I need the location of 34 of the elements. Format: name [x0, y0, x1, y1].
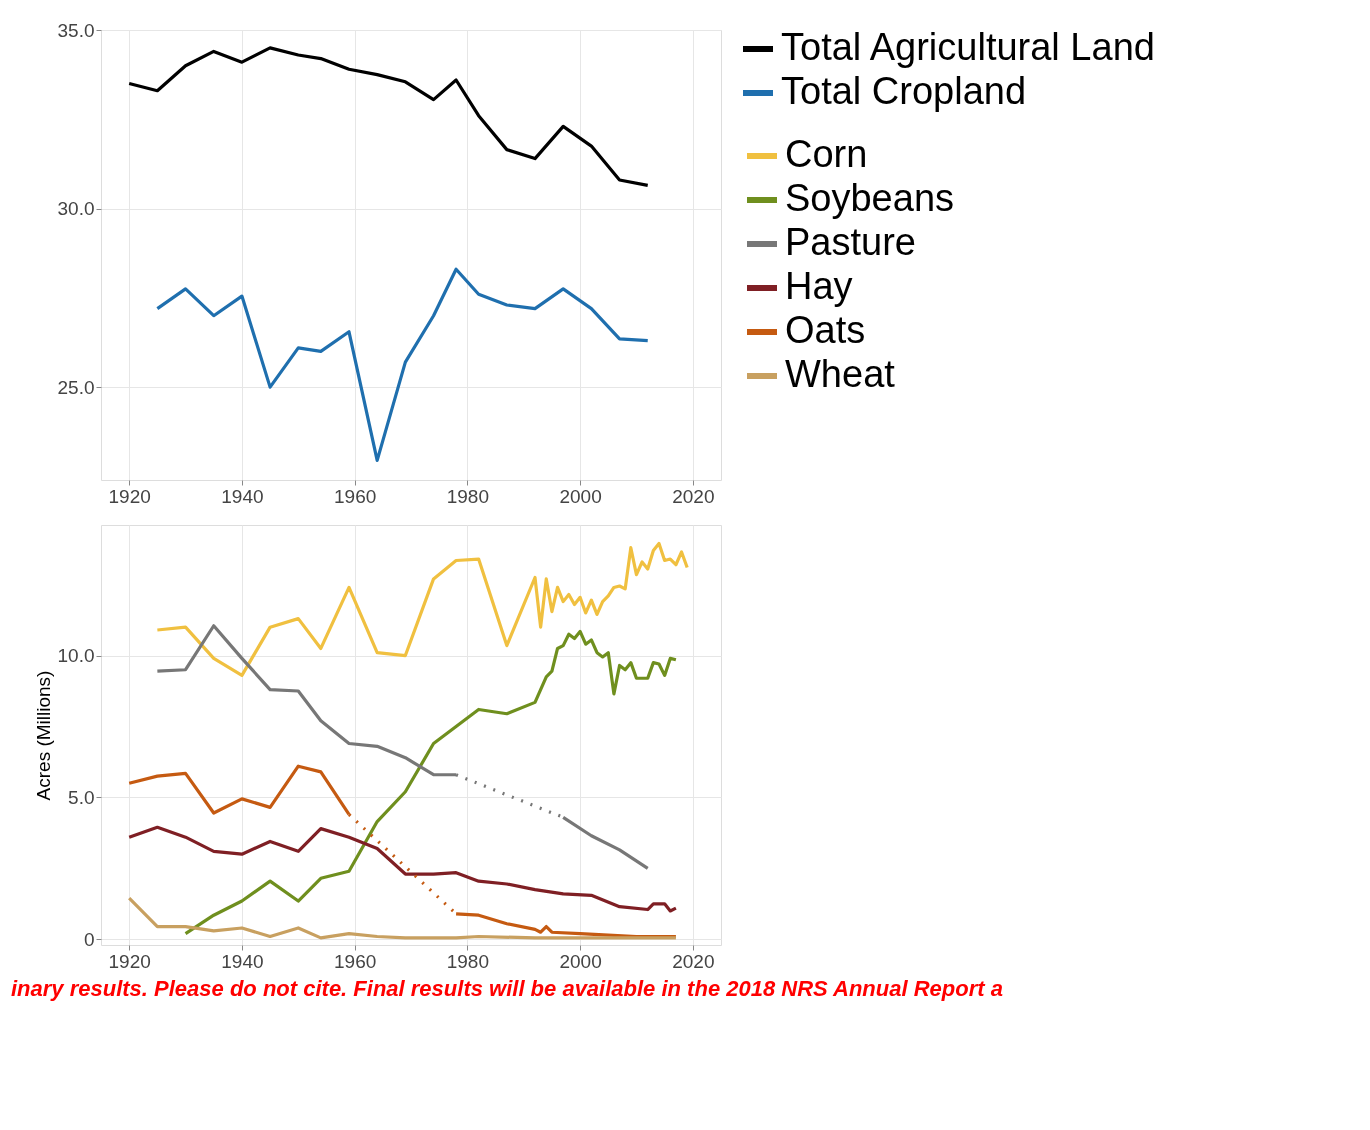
y-tick-label: 10.0	[57, 645, 95, 667]
legend-label: Wheat	[785, 353, 896, 395]
x-tick-label: 1980	[446, 485, 489, 507]
x-tick-label: 1960	[334, 950, 377, 972]
line-series	[155, 541, 689, 678]
x-tick-label: 2020	[672, 485, 715, 507]
legend-label: Oats	[785, 309, 866, 351]
x-tick-label: 1980	[446, 950, 489, 972]
y-tick-label: 30.0	[57, 198, 95, 220]
y-tick-label: 25.0	[57, 376, 95, 398]
legend-label: Pasture	[785, 221, 916, 263]
legend-label: Soybeans	[785, 177, 955, 219]
text: inary results. Please do not cite. Final results will be available in the 2018 NRS Annual Report a	[11, 976, 1003, 1001]
line-series	[127, 46, 650, 187]
line-series	[127, 896, 678, 940]
line-series	[155, 267, 650, 462]
line-series	[127, 825, 678, 913]
x-tick-label: 1960	[334, 485, 377, 507]
x-tick-label: 1920	[108, 950, 151, 972]
x-tick-label: 2000	[559, 485, 602, 507]
x-tick-label: 1940	[221, 950, 264, 972]
y-axis-title: Acres (Millions)	[32, 670, 54, 801]
legend-label: Corn	[785, 133, 868, 175]
x-tick-label: 1940	[221, 485, 264, 507]
y-tick-label: 35.0	[57, 19, 95, 41]
legend-label: Total Cropland	[781, 70, 1027, 112]
legend-label: Total Agricultural Land	[781, 26, 1155, 68]
x-tick-label: 1920	[108, 485, 151, 507]
y-tick-label: 0	[83, 928, 95, 950]
x-tick-label: 2000	[559, 950, 602, 972]
y-tick-label: 5.0	[68, 786, 95, 808]
legend-label: Hay	[785, 265, 853, 307]
x-tick-label: 2020	[672, 950, 715, 972]
line-series	[183, 629, 678, 936]
